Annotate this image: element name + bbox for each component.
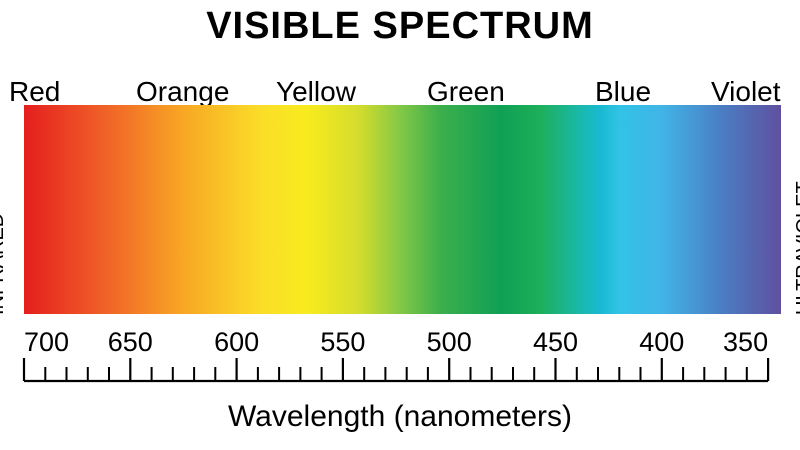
svg-text:550: 550: [320, 327, 365, 357]
svg-text:500: 500: [427, 327, 472, 357]
svg-text:400: 400: [639, 327, 684, 357]
svg-text:700: 700: [24, 327, 69, 357]
svg-text:600: 600: [214, 327, 259, 357]
svg-text:350: 350: [723, 327, 768, 357]
svg-text:450: 450: [533, 327, 578, 357]
svg-text:650: 650: [108, 327, 153, 357]
